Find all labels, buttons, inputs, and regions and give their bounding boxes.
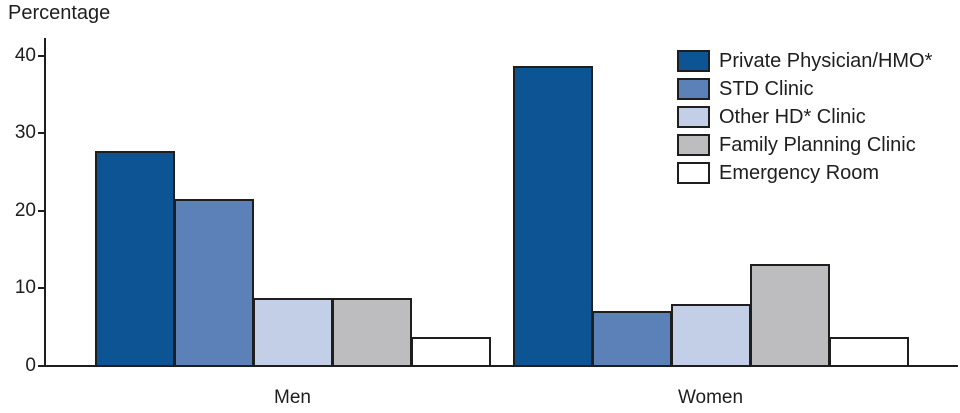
legend-item: Family Planning Clinic xyxy=(677,134,932,156)
legend-item: STD Clinic xyxy=(677,78,932,100)
bar-men-std-clinic xyxy=(174,199,254,365)
bar-men-family-planning-clinic xyxy=(332,298,412,365)
legend-label-1: STD Clinic xyxy=(719,78,814,100)
y-tick-label-40: 40 xyxy=(14,44,36,66)
legend-item: Emergency Room xyxy=(677,162,932,184)
legend-swatch-2 xyxy=(677,106,710,128)
legend-label-3: Family Planning Clinic xyxy=(719,134,916,156)
y-axis xyxy=(44,38,46,367)
bar-men-emergency-room xyxy=(411,337,491,365)
legend-item: Other HD* Clinic xyxy=(677,106,932,128)
y-tick-label-0: 0 xyxy=(25,354,36,376)
y-tick-mark-10 xyxy=(38,287,46,289)
legend-swatch-1 xyxy=(677,78,710,100)
y-tick-mark-40 xyxy=(38,54,46,57)
x-axis xyxy=(38,365,958,367)
y-tick-mark-30 xyxy=(38,132,46,134)
legend-label-2: Other HD* Clinic xyxy=(719,106,866,128)
y-tick-label-30: 30 xyxy=(14,122,36,143)
y-tick-label-10: 10 xyxy=(14,277,36,298)
bar-women-other-hd-clinic xyxy=(671,304,751,365)
legend-swatch-3 xyxy=(677,134,710,156)
y-tick-mark-20 xyxy=(38,209,46,212)
x-category-label-men: Men xyxy=(274,387,311,408)
bar-women-emergency-room xyxy=(829,337,909,365)
y-tick-label-20: 20 xyxy=(14,199,36,221)
bar-women-std-clinic xyxy=(592,311,672,365)
legend-item: Private Physician/HMO* xyxy=(677,50,932,72)
bar-women-private-physician-hmo xyxy=(513,66,593,365)
legend-swatch-4 xyxy=(677,162,710,184)
legend-label-4: Emergency Room xyxy=(719,162,880,184)
legend-swatch-0 xyxy=(677,50,710,72)
bar-men-other-hd-clinic xyxy=(253,298,333,365)
bar-women-family-planning-clinic xyxy=(750,264,830,365)
chart-title: Percentage xyxy=(8,2,111,24)
x-category-label-women: Women xyxy=(677,387,744,408)
bar-men-private-physician-hmo xyxy=(95,151,175,365)
legend: Private Physician/HMO* STD Clinic Other HD… xyxy=(677,50,932,184)
y-tick-mark-0 xyxy=(38,364,46,367)
legend-label-0: Private Physician/HMO* xyxy=(719,50,933,72)
